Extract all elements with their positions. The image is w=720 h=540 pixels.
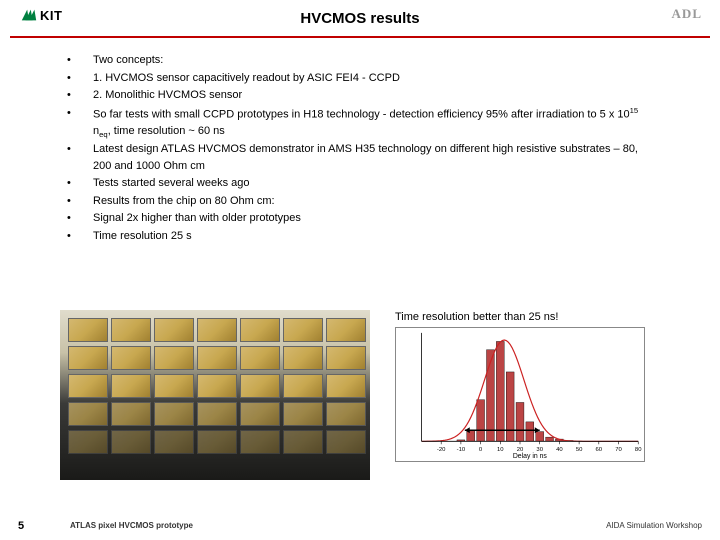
delay-histogram: -20-1001020304050607080 Delay in ns — [395, 327, 645, 462]
bullet-item: 2. Monolithic HVCMOS sensor — [65, 87, 655, 104]
bullet-item: Signal 2x higher than with older prototy… — [65, 210, 655, 227]
photo-caption: ATLAS pixel HVCMOS prototype — [70, 521, 193, 530]
prototype-photo — [60, 310, 370, 480]
svg-text:-10: -10 — [457, 447, 466, 453]
workshop-label: AIDA Simulation Workshop — [606, 521, 702, 530]
svg-text:50: 50 — [576, 447, 583, 453]
svg-text:-20: -20 — [437, 447, 446, 453]
kit-logo-text: KIT — [40, 8, 62, 23]
svg-text:40: 40 — [556, 447, 563, 453]
bullet-item: 1. HVCMOS sensor capacitively readout by… — [65, 70, 655, 87]
bullet-item: Tests started several weeks ago — [65, 175, 655, 192]
bullet-item: Time resolution 25 s — [65, 228, 655, 245]
svg-text:60: 60 — [596, 447, 603, 453]
kit-logo: KIT — [20, 6, 62, 24]
chart-annotation: Time resolution better than 25 ns! — [395, 310, 675, 325]
bullet-item: Results from the chip on 80 Ohm cm: — [65, 193, 655, 210]
bullet-item: Latest design ATLAS HVCMOS demonstrator … — [65, 141, 655, 174]
content-area: Two concepts: 1. HVCMOS sensor capacitiv… — [0, 38, 720, 255]
slide-title: HVCMOS results — [300, 10, 419, 27]
chart-area: Time resolution better than 25 ns! -20 -1… — [395, 310, 675, 480]
adl-logo: ADL — [672, 6, 702, 22]
bullet-list: Two concepts: 1. HVCMOS sensor capacitiv… — [65, 52, 655, 244]
svg-text:80: 80 — [635, 447, 642, 453]
bullet-item: Two concepts: — [65, 52, 655, 69]
svg-text:Delay in ns: Delay in ns — [513, 453, 548, 460]
svg-text:0: 0 — [479, 447, 483, 453]
bullet-item: So far tests with small CCPD prototypes … — [65, 105, 655, 141]
page-number: 5 — [18, 520, 24, 532]
svg-text:70: 70 — [615, 447, 622, 453]
svg-text:10: 10 — [497, 447, 504, 453]
